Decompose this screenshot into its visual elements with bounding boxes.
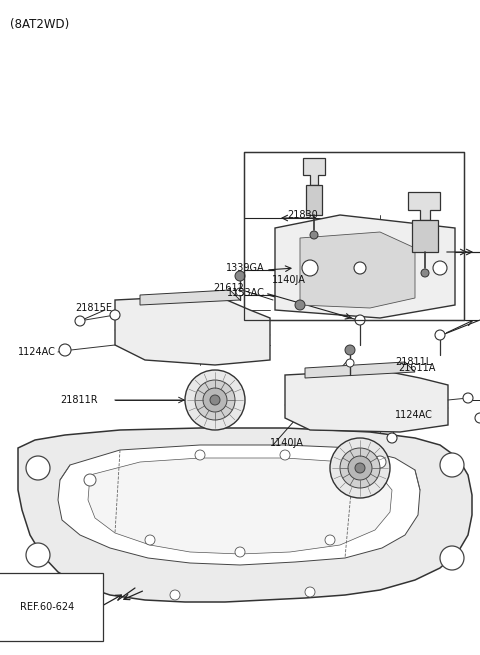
Circle shape [26,543,50,567]
Text: REF.60-624: REF.60-624 [20,602,74,612]
Circle shape [475,413,480,423]
Polygon shape [300,232,415,308]
Text: 21811R: 21811R [60,395,97,405]
Text: 21830: 21830 [287,210,318,220]
Circle shape [374,456,386,468]
Circle shape [421,269,429,277]
Circle shape [463,393,473,403]
Polygon shape [88,458,392,554]
Text: 1140JA: 1140JA [270,438,304,448]
Circle shape [295,300,305,310]
Circle shape [110,310,120,320]
Circle shape [75,316,85,326]
Polygon shape [306,185,322,215]
Text: 21811L: 21811L [395,357,431,367]
Circle shape [235,271,245,281]
Circle shape [195,380,235,420]
Circle shape [235,547,245,557]
Circle shape [387,433,397,443]
Text: (8AT2WD): (8AT2WD) [10,18,69,31]
Polygon shape [140,290,240,305]
Text: 21612: 21612 [213,283,244,293]
Circle shape [355,463,365,473]
Circle shape [325,535,335,545]
Circle shape [203,388,227,412]
Circle shape [354,262,366,274]
Circle shape [345,345,355,355]
Polygon shape [58,445,420,565]
Circle shape [195,450,205,460]
Polygon shape [408,192,440,220]
Text: 1339GA: 1339GA [227,263,265,273]
Circle shape [280,450,290,460]
Circle shape [330,438,390,498]
Circle shape [236,288,244,296]
Circle shape [302,260,318,276]
Circle shape [348,456,372,480]
Polygon shape [285,370,448,432]
Text: 1124AC: 1124AC [18,347,56,357]
Polygon shape [275,215,455,318]
Text: 1124AC: 1124AC [395,410,433,420]
Text: 1140JA: 1140JA [272,275,306,285]
Circle shape [170,590,180,600]
Polygon shape [412,220,438,252]
Circle shape [145,535,155,545]
Polygon shape [18,428,472,602]
Circle shape [185,370,245,430]
Polygon shape [305,362,415,378]
Circle shape [305,587,315,597]
Polygon shape [303,158,325,185]
Circle shape [340,448,380,488]
Circle shape [440,453,464,477]
Circle shape [435,330,445,340]
Text: 21815E: 21815E [75,303,112,313]
Circle shape [84,474,96,486]
Circle shape [440,546,464,570]
Circle shape [433,261,447,275]
Text: 1153AC: 1153AC [227,288,265,298]
Polygon shape [115,295,270,365]
Circle shape [346,359,354,367]
Circle shape [210,395,220,405]
Circle shape [26,456,50,480]
Circle shape [59,344,71,356]
Circle shape [355,315,365,325]
Circle shape [310,231,318,239]
Text: 21611A: 21611A [398,363,435,373]
